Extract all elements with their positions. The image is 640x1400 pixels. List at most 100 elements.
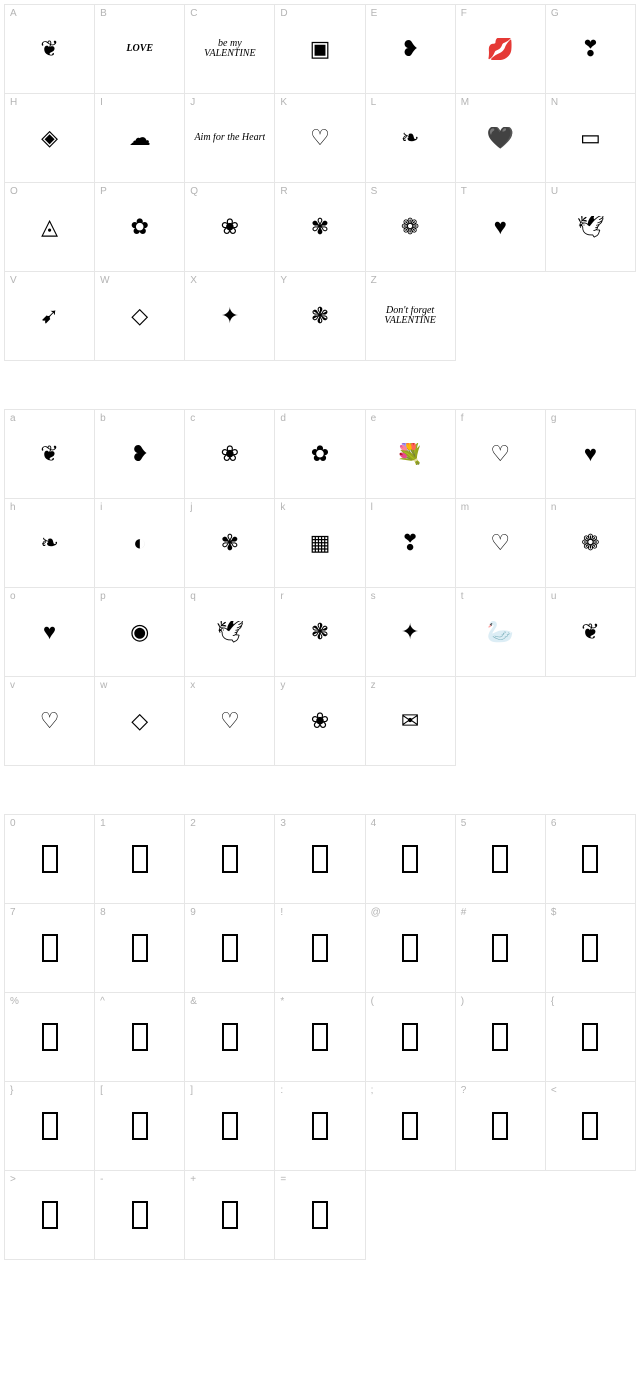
- cell-label: O: [10, 186, 18, 197]
- charmap-cell[interactable]: <: [546, 1082, 636, 1171]
- charmap-cell[interactable]: P✿: [95, 183, 185, 272]
- charmap-cell[interactable]: e💐: [366, 410, 456, 499]
- glyph: 🕊: [216, 621, 244, 643]
- charmap-cell[interactable]: ]: [185, 1082, 275, 1171]
- charmap-cell[interactable]: x♡: [185, 677, 275, 766]
- charmap-cell[interactable]: O◬: [5, 183, 95, 272]
- charmap-cell[interactable]: c❀: [185, 410, 275, 499]
- charmap-cell[interactable]: a❦: [5, 410, 95, 499]
- charmap-cell[interactable]: s✦: [366, 588, 456, 677]
- charmap-cell[interactable]: X✦: [185, 272, 275, 361]
- charmap-cell[interactable]: JAim for the Heart: [185, 94, 275, 183]
- charmap-cell[interactable]: r❃: [275, 588, 365, 677]
- cell-label: e: [371, 413, 377, 424]
- charmap-cell[interactable]: ): [456, 993, 546, 1082]
- charmap-cell[interactable]: *: [275, 993, 365, 1082]
- charmap-cell[interactable]: I☁: [95, 94, 185, 183]
- charmap-cell[interactable]: N▭: [546, 94, 636, 183]
- charmap-cell[interactable]: F💋: [456, 5, 546, 94]
- charmap-cell[interactable]: w◇: [95, 677, 185, 766]
- charmap-cell[interactable]: 9: [185, 904, 275, 993]
- glyph: ❦: [581, 621, 599, 643]
- charmap-cell[interactable]: 7: [5, 904, 95, 993]
- charmap-cell[interactable]: f♡: [456, 410, 546, 499]
- charmap-cell[interactable]: }: [5, 1082, 95, 1171]
- charmap-cell[interactable]: q🕊: [185, 588, 275, 677]
- charmap-cell[interactable]: @: [366, 904, 456, 993]
- cell-label: B: [100, 8, 107, 19]
- charmap-cell[interactable]: E❥: [366, 5, 456, 94]
- charmap-cell[interactable]: L❧: [366, 94, 456, 183]
- charmap-cell[interactable]: h❧: [5, 499, 95, 588]
- charmap-cell[interactable]: 1: [95, 815, 185, 904]
- charmap-cell[interactable]: n❁: [546, 499, 636, 588]
- notdef-glyph: [582, 1112, 598, 1140]
- charmap-cell[interactable]: j✾: [185, 499, 275, 588]
- charmap-cell[interactable]: t🦢: [456, 588, 546, 677]
- charmap-cell[interactable]: W◇: [95, 272, 185, 361]
- charmap-cell[interactable]: D▣: [275, 5, 365, 94]
- charmap-cell[interactable]: ;: [366, 1082, 456, 1171]
- charmap-cell[interactable]: R✾: [275, 183, 365, 272]
- charmap-cell[interactable]: U🕊: [546, 183, 636, 272]
- cell-label: b: [100, 413, 106, 424]
- charmap-cell[interactable]: z✉: [366, 677, 456, 766]
- charmap-cell[interactable]: &: [185, 993, 275, 1082]
- cell-label: T: [461, 186, 467, 197]
- charmap-cell[interactable]: H◈: [5, 94, 95, 183]
- notdef-glyph: [42, 1201, 58, 1229]
- charmap-cell[interactable]: 0: [5, 815, 95, 904]
- charmap-cell[interactable]: i◐: [95, 499, 185, 588]
- charmap-cell[interactable]: o♥: [5, 588, 95, 677]
- charmap-cell[interactable]: >: [5, 1171, 95, 1260]
- charmap-cell[interactable]: =: [275, 1171, 365, 1260]
- charmap-cell[interactable]: 6: [546, 815, 636, 904]
- charmap-cell[interactable]: u❦: [546, 588, 636, 677]
- charmap-cell[interactable]: v♡: [5, 677, 95, 766]
- charmap-cell[interactable]: l❣: [366, 499, 456, 588]
- charmap-cell[interactable]: %: [5, 993, 95, 1082]
- charmap-cell[interactable]: +: [185, 1171, 275, 1260]
- charmap-cell[interactable]: T♥: [456, 183, 546, 272]
- charmap-cell[interactable]: 2: [185, 815, 275, 904]
- charmap-cell[interactable]: Q❀: [185, 183, 275, 272]
- cell-label: >: [10, 1174, 16, 1185]
- cell-label: ;: [371, 1085, 374, 1096]
- charmap-cell[interactable]: S❁: [366, 183, 456, 272]
- notdef-glyph: [42, 1023, 58, 1051]
- charmap-cell[interactable]: p◉: [95, 588, 185, 677]
- charmap-cell[interactable]: #: [456, 904, 546, 993]
- charmap-cell[interactable]: 8: [95, 904, 185, 993]
- charmap-cell[interactable]: d✿: [275, 410, 365, 499]
- cell-label: 0: [10, 818, 16, 829]
- charmap-cell[interactable]: 5: [456, 815, 546, 904]
- charmap-cell[interactable]: Y❃: [275, 272, 365, 361]
- charmap-cell[interactable]: g♥: [546, 410, 636, 499]
- charmap-cell[interactable]: G❣: [546, 5, 636, 94]
- charmap-cell[interactable]: ^: [95, 993, 185, 1082]
- charmap-cell[interactable]: :: [275, 1082, 365, 1171]
- charmap-cell[interactable]: K♡: [275, 94, 365, 183]
- charmap-cell[interactable]: Cbe my VALENTINE: [185, 5, 275, 94]
- charmap-cell[interactable]: m♡: [456, 499, 546, 588]
- cell-label: K: [280, 97, 287, 108]
- charmap-cell[interactable]: (: [366, 993, 456, 1082]
- charmap-cell[interactable]: -: [95, 1171, 185, 1260]
- charmap-cell[interactable]: M🖤: [456, 94, 546, 183]
- charmap-cell[interactable]: 3: [275, 815, 365, 904]
- charmap-cell[interactable]: k▦: [275, 499, 365, 588]
- charmap-cell[interactable]: A❦: [5, 5, 95, 94]
- glyph: ➹: [40, 305, 58, 327]
- charmap-cell[interactable]: $: [546, 904, 636, 993]
- charmap-cell[interactable]: 4: [366, 815, 456, 904]
- charmap-cell[interactable]: {: [546, 993, 636, 1082]
- charmap-cell[interactable]: BLOVE: [95, 5, 185, 94]
- charmap-cell[interactable]: y❀: [275, 677, 365, 766]
- charmap-cell[interactable]: !: [275, 904, 365, 993]
- charmap-cell[interactable]: ZDon't forget VALENTINE: [366, 272, 456, 361]
- cell-label: j: [190, 502, 192, 513]
- charmap-cell[interactable]: ?: [456, 1082, 546, 1171]
- charmap-cell[interactable]: b❥: [95, 410, 185, 499]
- charmap-cell[interactable]: V➹: [5, 272, 95, 361]
- charmap-cell[interactable]: [: [95, 1082, 185, 1171]
